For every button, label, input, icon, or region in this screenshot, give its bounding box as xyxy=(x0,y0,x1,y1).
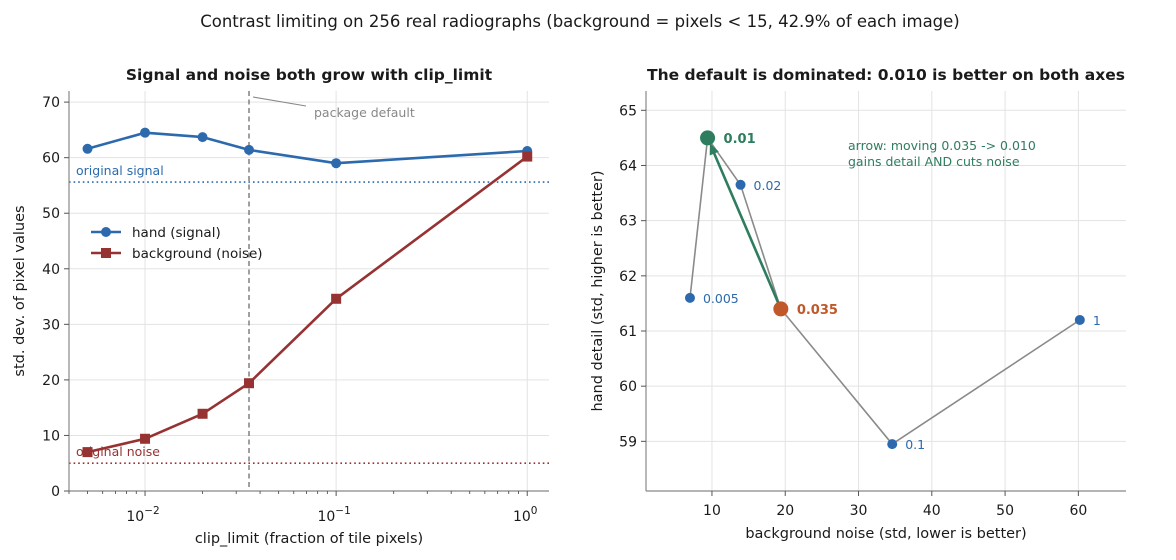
signal-point xyxy=(244,144,255,155)
left-x-tick-label: 10−2 xyxy=(126,505,159,525)
signal-point xyxy=(197,132,208,143)
noise-point xyxy=(140,433,151,444)
series-line xyxy=(87,131,528,165)
signal-point xyxy=(331,158,342,169)
left-y-tick-label: 70 xyxy=(42,95,60,111)
annotation-text: arrow: moving 0.035 -> 0.010 xyxy=(848,138,1036,153)
right-x-axis-label: background noise (std, lower is better) xyxy=(745,526,1026,542)
improvement-arrow xyxy=(711,149,783,310)
scatter-point xyxy=(773,301,789,317)
legend-label: background (noise) xyxy=(132,246,263,262)
scatter-point xyxy=(887,439,898,450)
left-x-tick-label: 100 xyxy=(513,505,538,525)
left-y-tick-label: 10 xyxy=(42,428,60,444)
left-x-tick-label: 10−1 xyxy=(317,505,350,525)
left-chart-title: Signal and noise both grow with clip_lim… xyxy=(126,66,493,84)
noise-point xyxy=(82,447,93,458)
default-vline-label: package default xyxy=(314,105,415,120)
right-y-tick-label: 61 xyxy=(619,324,637,340)
left-x-axis-label: clip_limit (fraction of tile pixels) xyxy=(195,531,423,547)
path-line xyxy=(689,135,1081,446)
right-y-tick-label: 64 xyxy=(619,158,637,174)
right-y-axis-label: hand detail (std, higher is better) xyxy=(590,170,606,411)
noise-point xyxy=(197,408,208,419)
right-y-tick-label: 60 xyxy=(619,379,637,395)
left-y-tick-label: 0 xyxy=(51,484,60,500)
left-y-tick-label: 60 xyxy=(42,151,60,167)
left-y-axis-label: std. dev. of pixel values xyxy=(12,205,28,376)
right-x-tick-label: 30 xyxy=(850,503,868,519)
right-y-tick-label: 62 xyxy=(619,269,637,285)
reference-line-label: original noise xyxy=(76,444,160,459)
legend-swatch-marker xyxy=(101,248,111,258)
point-label: 0.02 xyxy=(754,178,782,193)
right-y-tick-label: 59 xyxy=(619,434,637,450)
point-label: 0.1 xyxy=(905,437,925,452)
reference-line-label: original signal xyxy=(76,163,164,178)
left-legend: hand (signal) background (noise) xyxy=(91,225,263,262)
default-vline-pointer xyxy=(252,96,307,107)
right-x-tick-label: 10 xyxy=(703,503,721,519)
legend-swatch-marker xyxy=(101,227,111,237)
noise-point xyxy=(244,378,255,389)
right-x-tick-label: 20 xyxy=(776,503,794,519)
left-y-tick-label: 30 xyxy=(42,317,60,333)
improvement-arrow-head xyxy=(709,143,719,156)
right-x-tick-label: 60 xyxy=(1069,503,1087,519)
point-label: 0.005 xyxy=(703,291,739,306)
right-axes: 59 60 61 62 63 64 65 10 20 30 40 50 60 xyxy=(619,91,1126,519)
point-label: 1 xyxy=(1093,313,1101,328)
left-axes: 0 10 20 30 40 50 60 70 10−2 10−1 100 xyxy=(42,91,549,525)
scatter-point xyxy=(735,179,746,190)
right-chart-title: The default is dominated: 0.010 is bette… xyxy=(647,66,1125,84)
left-series xyxy=(82,127,533,458)
left-y-tick-label: 20 xyxy=(42,373,60,389)
right-chart: The default is dominated: 0.010 is bette… xyxy=(590,66,1126,542)
right-x-tick-label: 50 xyxy=(996,503,1014,519)
noise-point xyxy=(331,293,342,304)
left-y-tick-label: 40 xyxy=(42,262,60,278)
figure-title: Contrast limiting on 256 real radiograph… xyxy=(200,12,960,31)
scatter-point xyxy=(700,130,716,146)
right-y-tick-label: 63 xyxy=(619,214,637,230)
left-chart: Signal and noise both grow with clip_lim… xyxy=(12,66,549,547)
right-points: 0.005 0.01 0.02 0.035 0.1 1 xyxy=(684,130,1101,452)
signal-point xyxy=(140,127,151,138)
right-grid xyxy=(646,91,1126,491)
noise-point xyxy=(522,151,533,162)
right-x-tick-label: 40 xyxy=(923,503,941,519)
series-line xyxy=(87,155,528,454)
left-default-vline: package default xyxy=(248,91,415,491)
left-y-tick-label: 50 xyxy=(42,206,60,222)
left-grid xyxy=(69,91,549,492)
legend-label: hand (signal) xyxy=(132,225,221,241)
scatter-point xyxy=(1074,314,1085,325)
right-path xyxy=(689,135,1081,446)
signal-point xyxy=(82,143,93,154)
left-reference-lines: original signal original noise xyxy=(69,163,549,465)
annotation-text: gains detail AND cuts noise xyxy=(848,154,1020,169)
point-label: 0.035 xyxy=(797,303,838,318)
right-y-tick-label: 65 xyxy=(619,103,637,119)
scatter-point xyxy=(684,292,695,303)
point-label: 0.01 xyxy=(724,132,756,147)
